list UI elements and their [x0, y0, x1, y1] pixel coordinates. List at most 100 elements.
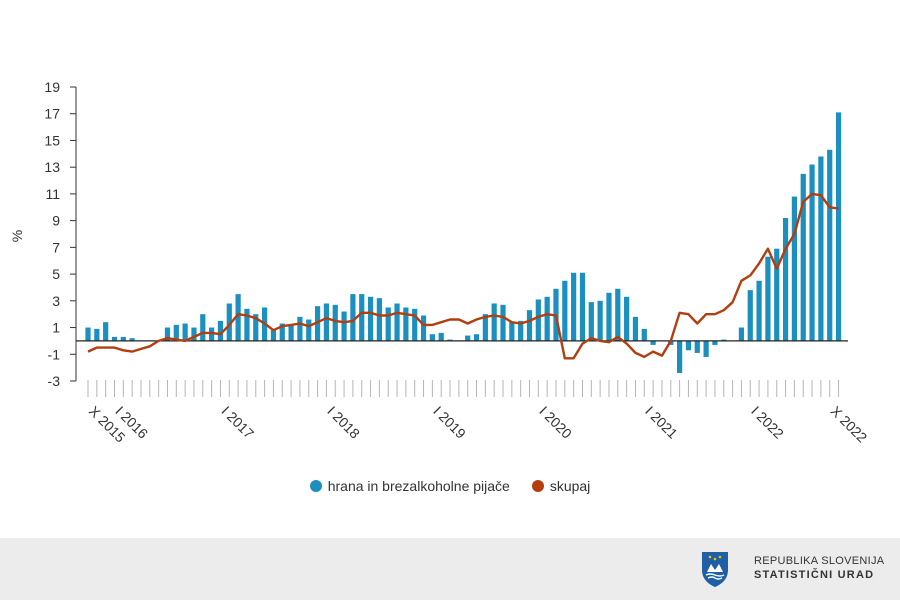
bar-74 — [738, 327, 745, 341]
bar-37 — [412, 308, 418, 341]
bar-25 — [306, 319, 312, 341]
bar-12 — [191, 327, 197, 341]
bar-30 — [350, 294, 356, 341]
bar-26 — [314, 306, 321, 341]
bar-62 — [632, 316, 639, 341]
y-tick-label: 19 — [44, 79, 60, 95]
bar-2 — [103, 322, 109, 341]
line-series-skupaj — [87, 192, 839, 360]
bar-28 — [332, 304, 338, 341]
bar-48 — [509, 322, 515, 341]
bar-83 — [818, 156, 824, 341]
y-tick-label: 9 — [52, 213, 60, 229]
bar-57 — [588, 302, 594, 341]
bar-35 — [394, 303, 400, 341]
legend: hrana in brezalkoholne pijače skupaj — [0, 478, 900, 494]
legend-swatch-food — [309, 480, 322, 492]
footer: REPUBLIKA SLOVENIJA STATISTIČNI URAD — [0, 538, 900, 600]
bar-9 — [164, 327, 171, 341]
bar-15 — [217, 320, 224, 341]
bar-1 — [94, 328, 100, 341]
bar-41 — [447, 339, 453, 341]
bar-10 — [173, 324, 179, 341]
x-tick-label: I 2021 — [642, 403, 681, 442]
bar-75 — [747, 290, 753, 341]
bar-85 — [835, 112, 842, 341]
bar-0 — [85, 327, 91, 341]
bar-72 — [721, 339, 727, 341]
bar-71 — [712, 340, 718, 345]
bar-14 — [209, 327, 215, 341]
coat-of-arms-icon — [702, 552, 728, 587]
bar-84 — [827, 149, 833, 341]
bar-47 — [500, 304, 506, 341]
bar-34 — [385, 307, 391, 341]
y-tick-label: 7 — [52, 239, 60, 255]
bar-3 — [111, 336, 118, 341]
bar-50 — [526, 310, 533, 341]
bar-16 — [226, 303, 232, 341]
x-tick-label: X 2022 — [828, 403, 871, 446]
org-line-1: REPUBLIKA SLOVENIJA — [754, 555, 885, 567]
bar-13 — [200, 314, 206, 341]
bar-79 — [782, 217, 789, 341]
legend-label-food: hrana in brezalkoholne pijače — [327, 478, 510, 494]
bar-43 — [465, 335, 471, 341]
bar-24 — [297, 316, 303, 341]
bar-18 — [244, 308, 250, 341]
y-axis-label: % — [9, 230, 25, 242]
x-tick-label: I 2022 — [748, 403, 787, 442]
bar-19 — [253, 314, 259, 341]
legend-label-total: skupaj — [549, 478, 591, 494]
bar-46 — [491, 303, 497, 341]
bar-59 — [606, 292, 612, 341]
bar-39 — [429, 334, 435, 341]
y-tick-label: 3 — [52, 293, 60, 309]
bar-70 — [703, 340, 709, 357]
org-line-2: STATISTIČNI URAD — [754, 569, 875, 581]
y-tick-label: 11 — [45, 186, 60, 202]
bar-17 — [235, 294, 241, 341]
bar-54 — [562, 280, 568, 341]
x-tick-label: I 2017 — [218, 403, 257, 442]
bar-33 — [376, 298, 382, 341]
bar-32 — [367, 296, 374, 341]
bar-44 — [473, 334, 480, 341]
bar-11 — [182, 323, 188, 341]
y-tick-label: 13 — [44, 159, 60, 175]
bar-52 — [544, 296, 550, 341]
bar-36 — [403, 307, 409, 341]
bar-56 — [579, 272, 586, 341]
bar-38 — [420, 315, 427, 341]
x-tick-marks — [87, 380, 840, 397]
y-tick-label: -1 — [48, 346, 61, 362]
bar-55 — [571, 272, 577, 341]
y-tick-label: 5 — [52, 266, 60, 282]
bar-63 — [641, 328, 647, 341]
bar-81 — [800, 173, 806, 341]
legend-item-food[interactable]: hrana in brezalkoholne pijače — [309, 478, 510, 494]
bar-64 — [650, 340, 656, 345]
legend-swatch-total — [531, 480, 544, 492]
y-tick-label: 17 — [44, 106, 60, 122]
bar-78 — [774, 248, 780, 341]
bar-68 — [685, 340, 692, 351]
bar-67 — [677, 340, 683, 373]
bar-69 — [694, 340, 700, 353]
bar-49 — [518, 320, 524, 341]
y-tick-label: 1 — [52, 320, 60, 336]
bar-76 — [756, 280, 762, 341]
y-tick-label: 15 — [44, 132, 60, 148]
bar-22 — [279, 323, 285, 341]
bar-29 — [341, 311, 347, 341]
x-tick-label: I 2020 — [536, 403, 575, 442]
y-axis: 19 17 15 13 11 9 7 5 3 1 -1 -3 — [44, 79, 77, 389]
legend-item-total[interactable]: skupaj — [531, 478, 591, 494]
bar-4 — [120, 336, 126, 341]
bar-40 — [438, 332, 444, 341]
bar-61 — [624, 296, 630, 341]
bar-31 — [359, 294, 365, 341]
bar-82 — [809, 164, 815, 341]
